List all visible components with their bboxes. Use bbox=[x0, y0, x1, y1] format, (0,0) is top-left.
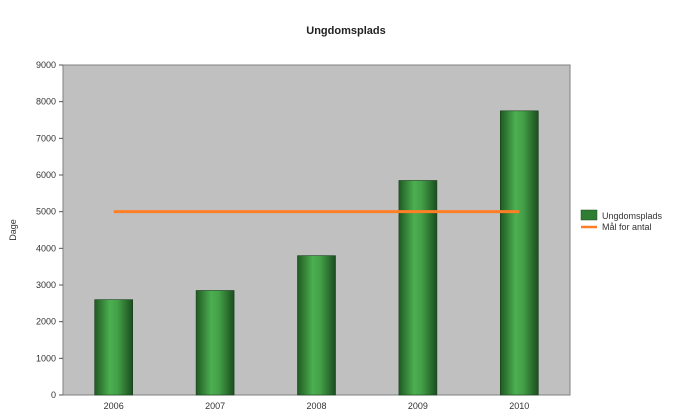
legend-label-bars: Ungdomsplads bbox=[602, 211, 663, 221]
x-tick-label: 2009 bbox=[408, 401, 428, 411]
legend: Ungdomsplads Mål for antal bbox=[580, 209, 663, 232]
x-tick-label: 2008 bbox=[306, 401, 326, 411]
y-tick-label: 7000 bbox=[36, 133, 56, 143]
legend-swatch-bars bbox=[580, 209, 598, 221]
y-tick-label: 1000 bbox=[36, 353, 56, 363]
y-tick-label: 3000 bbox=[36, 280, 56, 290]
bar bbox=[297, 255, 336, 396]
bar-series bbox=[94, 110, 539, 396]
x-axis-ticks: 2006 2007 2008 2009 2010 bbox=[104, 401, 530, 411]
x-tick-label: 2007 bbox=[205, 401, 225, 411]
y-tick-label: 8000 bbox=[36, 97, 56, 107]
y-tick-label: 6000 bbox=[36, 170, 56, 180]
y-tick-label: 4000 bbox=[36, 243, 56, 253]
y-tick-label: 9000 bbox=[36, 60, 56, 70]
bar bbox=[195, 290, 235, 396]
chart-title: Ungdomsplads bbox=[306, 25, 385, 37]
x-tick-label: 2006 bbox=[104, 401, 124, 411]
bar bbox=[94, 299, 133, 396]
legend-label-line: Mål for antal bbox=[602, 222, 652, 232]
y-axis-ticks: 0 1000 2000 3000 4000 5000 6000 7000 8000 9000 bbox=[36, 60, 63, 400]
x-tick-label: 2010 bbox=[509, 401, 529, 411]
y-axis-label: Dage bbox=[8, 219, 18, 241]
y-tick-label: 5000 bbox=[36, 207, 56, 217]
y-tick-label: 2000 bbox=[36, 317, 56, 327]
bar bbox=[499, 110, 539, 396]
bar bbox=[398, 180, 438, 396]
y-tick-label: 0 bbox=[51, 390, 56, 400]
